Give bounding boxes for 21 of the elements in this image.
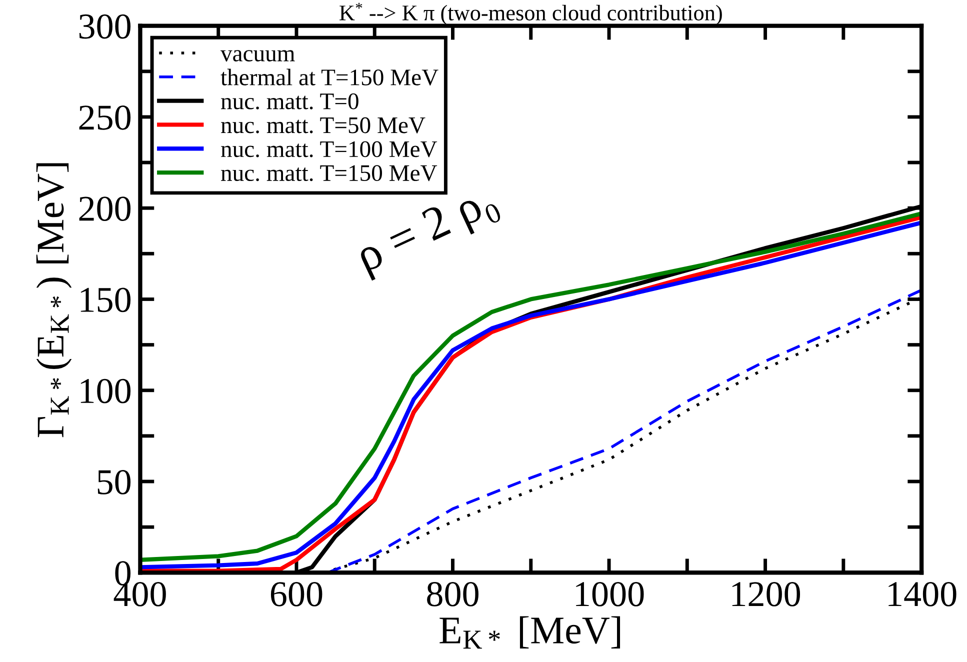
x-tick-label: 800 bbox=[427, 582, 478, 606]
y-tick-label: 150 bbox=[80, 288, 131, 312]
legend-label: thermal at T=150 MeV bbox=[220, 68, 438, 86]
x-tick-label: 1400 bbox=[888, 582, 956, 606]
legend-label: nuc. matt. T=0 bbox=[221, 93, 358, 110]
legend-label: nuc. matt. T=50 MeV bbox=[221, 117, 426, 134]
y-tick-label: 200 bbox=[79, 196, 131, 221]
annotation: ρ = 2 ρ₀ bbox=[354, 182, 503, 281]
y-tick-label: 300 bbox=[79, 14, 131, 39]
x-tick-label: 1000 bbox=[576, 582, 644, 606]
legend-label: nuc. matt. T=100 MeV bbox=[221, 141, 438, 158]
legend-label: nuc. matt. T=150 MeV bbox=[221, 165, 438, 182]
chart-title: K$^{*}$ --> K π (two-meson cloud contribution) bbox=[340, 2, 722, 25]
y-tick-label: 250 bbox=[79, 105, 131, 130]
x-tick-label: 1200 bbox=[732, 582, 800, 606]
legend-label: vacuum bbox=[220, 50, 295, 62]
y-tick-label: 100 bbox=[80, 378, 131, 404]
x-tick-label: 600 bbox=[270, 582, 322, 606]
y-tick-label: 50 bbox=[98, 470, 131, 494]
y-axis-title: Γ$_{K*}$(E$_{K*}$) [MeV] bbox=[36, 163, 72, 438]
x-axis-title: E$_{K*}$ [MeV] bbox=[440, 616, 620, 649]
